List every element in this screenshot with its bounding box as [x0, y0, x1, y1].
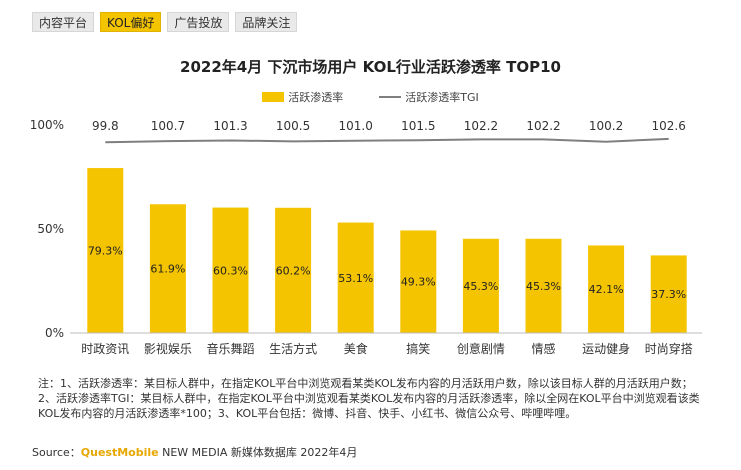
x-tick-label: 情感 — [531, 341, 555, 356]
source-prefix: Source： — [32, 446, 81, 459]
tgi-value-label: 99.8 — [92, 119, 119, 133]
tgi-series-line — [105, 137, 669, 144]
legend-bar-swatch — [262, 92, 285, 102]
bar-value-label: 79.3% — [88, 245, 123, 258]
bar-value-label: 60.2% — [276, 264, 311, 277]
legend-item-bar: 活跃渗透率 — [262, 89, 343, 105]
x-tick-label: 美食 — [344, 341, 368, 356]
legend-line-swatch — [379, 96, 402, 98]
source-rest: NEW MEDIA 新媒体数据库 2022年4月 — [158, 446, 358, 459]
bar-value-label: 53.1% — [338, 272, 373, 285]
bar — [149, 204, 186, 333]
y-tick-label: 50% — [37, 222, 64, 236]
tab-brand-attention[interactable]: 品牌关注 — [235, 12, 298, 32]
bar-value-label: 37.3% — [651, 288, 686, 301]
tgi-value-label: 102.2 — [526, 119, 560, 133]
bar-value-label: 61.9% — [150, 263, 185, 276]
bar-value-label: 42.1% — [589, 283, 624, 296]
legend-line-label: 活跃渗透率TGI — [405, 91, 479, 104]
chart-title: 2022年4月 下沉市场用户 KOL行业活跃渗透率 TOP10 — [180, 58, 561, 76]
chart-note: 注：1、活跃渗透率：某目标人群中，在指定KOL平台中浏览观看某类KOL发布内容的… — [38, 377, 700, 420]
tgi-value-label: 101.5 — [401, 119, 435, 133]
bar — [275, 207, 312, 333]
tgi-value-label: 101.3 — [213, 119, 247, 133]
tab-kol-preference[interactable]: KOL偏好 — [100, 12, 162, 32]
x-tick-label: 创意剧情 — [457, 341, 505, 356]
bar — [212, 207, 249, 333]
bar — [650, 255, 687, 333]
legend-bar-label: 活跃渗透率 — [288, 91, 344, 104]
x-tick-label: 生活方式 — [269, 341, 317, 356]
bar — [525, 238, 562, 333]
bar — [588, 245, 625, 333]
tgi-value-label: 100.7 — [151, 119, 185, 133]
tab-content-platform[interactable]: 内容平台 — [32, 12, 95, 32]
bar — [400, 230, 437, 333]
x-tick-label: 音乐舞蹈 — [206, 341, 254, 356]
bar-value-label: 49.3% — [401, 276, 436, 289]
x-tick-label: 运动健身 — [582, 341, 630, 356]
tgi-value-label: 102.2 — [464, 119, 498, 133]
chart-legend: 活跃渗透率 活跃渗透率TGI — [0, 89, 741, 105]
bar-value-label: 60.3% — [213, 264, 248, 277]
tgi-value-label: 100.5 — [276, 119, 310, 133]
y-tick-label: 100% — [30, 118, 64, 132]
tab-ad-placement[interactable]: 广告投放 — [167, 12, 230, 32]
x-tick-label: 时尚穿搭 — [645, 341, 693, 356]
tgi-value-label: 100.2 — [589, 119, 623, 133]
x-tick-label: 影视娱乐 — [144, 341, 192, 356]
y-tick-label: 0% — [45, 326, 64, 340]
bar — [337, 222, 374, 333]
tab-bar: 内容平台 KOL偏好 广告投放 品牌关注 — [32, 12, 298, 32]
tgi-value-label: 101.0 — [339, 119, 373, 133]
source-line: Source：QuestMobile NEW MEDIA 新媒体数据库 2022… — [32, 444, 357, 460]
tgi-value-label: 102.6 — [652, 119, 686, 133]
source-brand: QuestMobile — [80, 446, 159, 459]
legend-item-line: 活跃渗透率TGI — [379, 89, 479, 105]
x-tick-label: 时政资讯 — [81, 342, 129, 356]
bar — [87, 168, 124, 333]
bar — [462, 238, 499, 333]
bar-value-label: 45.3% — [526, 280, 561, 293]
bar-value-label: 45.3% — [463, 280, 498, 293]
x-tick-label: 搞笑 — [406, 341, 430, 356]
